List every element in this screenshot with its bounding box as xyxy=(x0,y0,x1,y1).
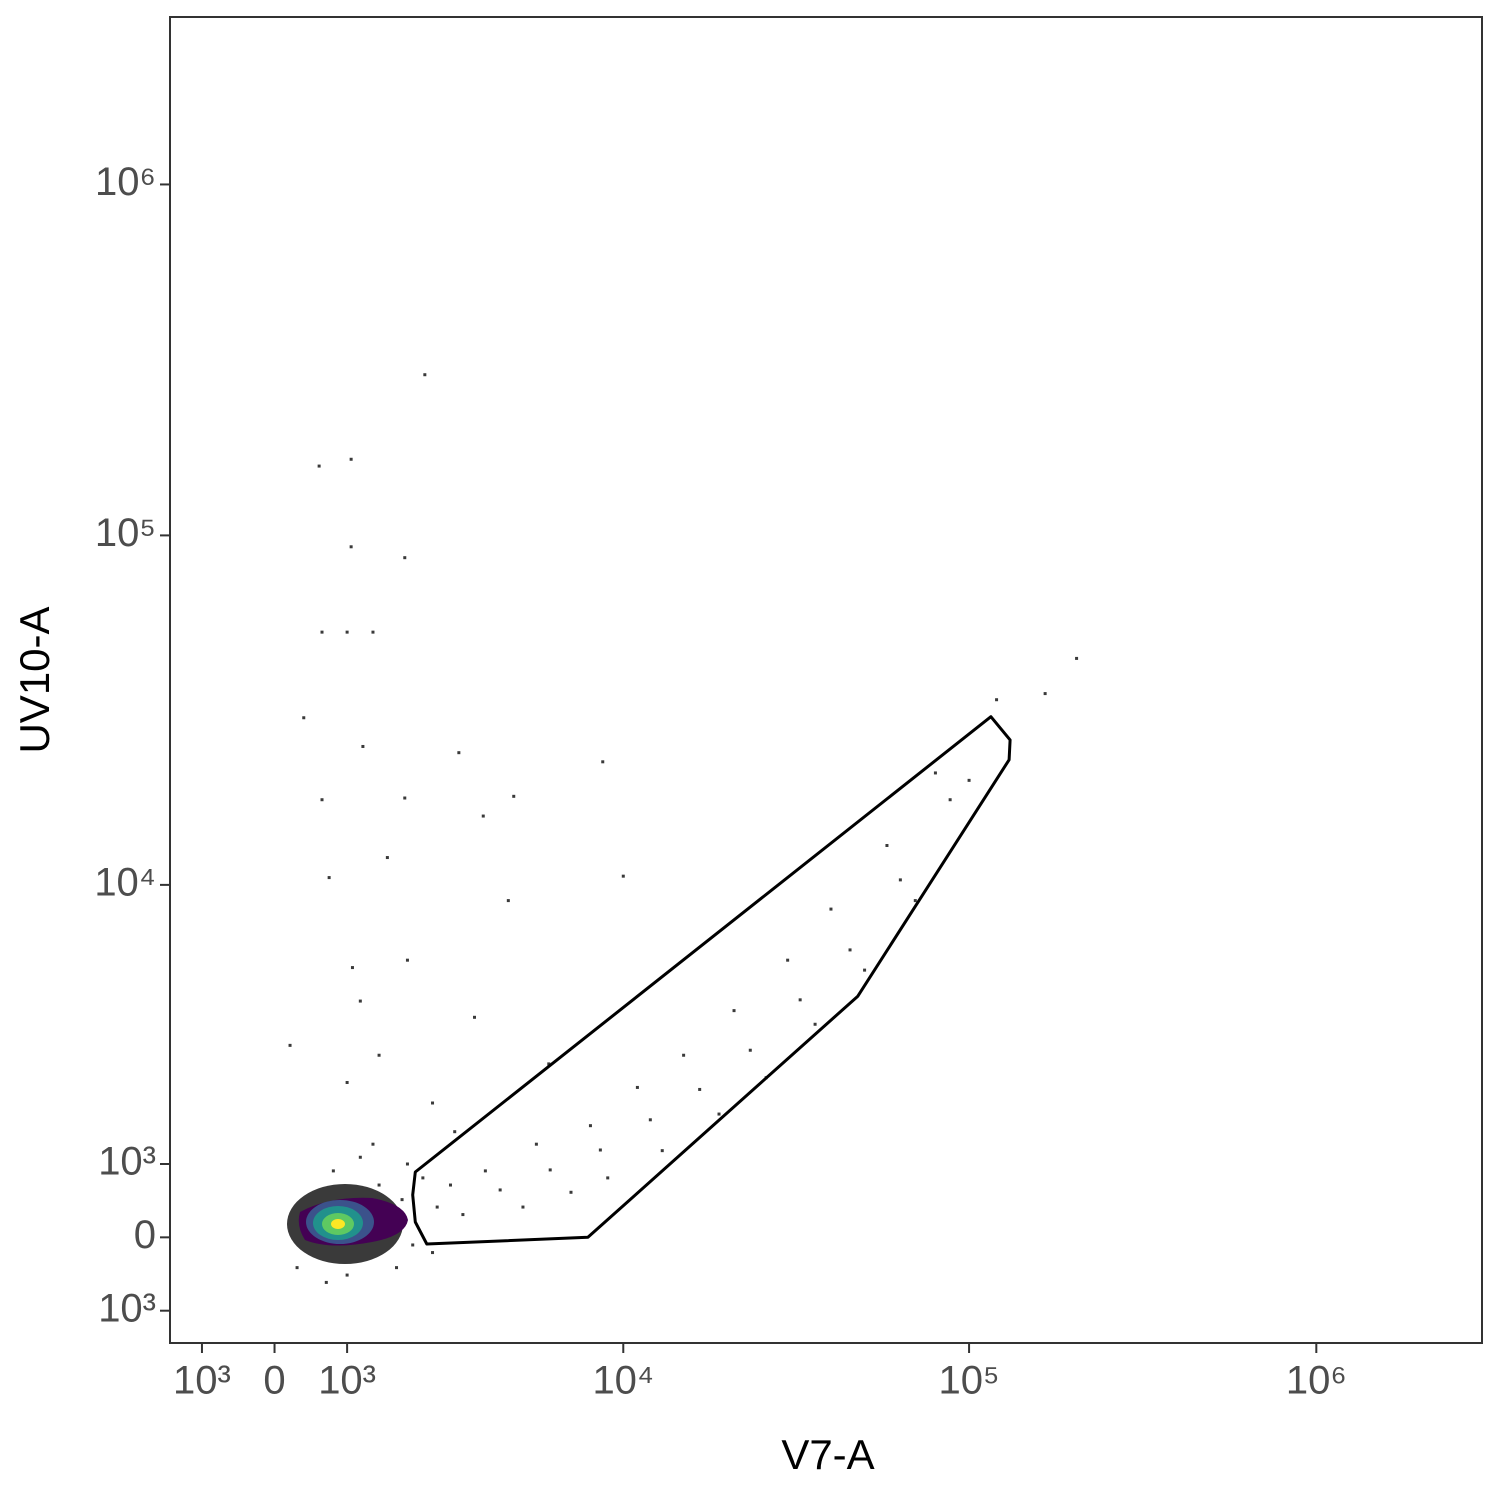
point xyxy=(885,843,889,847)
y-tick-label: 10⁶ xyxy=(95,160,156,204)
point xyxy=(400,1198,404,1202)
point xyxy=(621,874,625,878)
point xyxy=(534,1142,538,1146)
point xyxy=(345,630,349,634)
point xyxy=(461,1213,465,1217)
point xyxy=(302,716,306,720)
point xyxy=(1043,692,1047,696)
point xyxy=(377,1183,381,1187)
gate xyxy=(411,715,1012,1246)
point xyxy=(606,1176,610,1180)
point xyxy=(829,907,833,911)
point xyxy=(717,1112,721,1116)
plot-frame xyxy=(169,16,1483,1344)
point xyxy=(588,1124,592,1128)
point xyxy=(320,630,324,634)
point xyxy=(349,457,353,461)
point xyxy=(506,899,510,903)
point xyxy=(660,1149,664,1153)
point xyxy=(317,464,321,468)
point xyxy=(431,1101,435,1105)
point xyxy=(547,1062,551,1066)
point xyxy=(421,1176,425,1180)
y-axis-title: UV10-A xyxy=(11,606,58,753)
x-axis-title: V7-A xyxy=(781,1431,874,1478)
x-tick-label: 10⁴ xyxy=(592,1359,654,1403)
x-tick-label: 10⁶ xyxy=(1286,1359,1347,1403)
point xyxy=(648,1118,652,1122)
point xyxy=(331,1169,335,1173)
point xyxy=(288,1043,292,1047)
point xyxy=(345,1080,349,1084)
point xyxy=(913,899,917,903)
point xyxy=(967,778,971,782)
x-tick-label: 10⁵ xyxy=(939,1359,1000,1403)
point xyxy=(371,1142,375,1146)
point xyxy=(324,1280,328,1284)
point xyxy=(377,1053,381,1057)
point xyxy=(448,1183,452,1187)
point xyxy=(423,373,427,377)
point xyxy=(385,856,389,860)
point xyxy=(748,1048,752,1052)
point xyxy=(948,798,952,802)
point xyxy=(548,1168,552,1172)
point xyxy=(395,1266,399,1270)
point xyxy=(813,1022,817,1026)
point xyxy=(601,760,605,764)
y-tick-label: 10⁵ xyxy=(95,511,156,555)
y-tick-label: 10⁴ xyxy=(94,860,156,904)
point xyxy=(435,1205,439,1209)
point xyxy=(349,545,353,549)
point xyxy=(598,1148,602,1152)
point xyxy=(405,1162,409,1166)
y-tick-label: 10³ xyxy=(98,1140,156,1184)
point xyxy=(848,948,852,952)
point xyxy=(327,876,331,880)
point xyxy=(498,1188,502,1192)
y-tick-label: 0 xyxy=(134,1213,156,1257)
point xyxy=(682,1053,686,1057)
point xyxy=(995,698,999,702)
point xyxy=(933,771,937,775)
point xyxy=(403,796,407,800)
point xyxy=(521,1205,525,1209)
point xyxy=(635,1085,639,1089)
point xyxy=(472,1015,476,1019)
point xyxy=(512,794,516,798)
point xyxy=(295,1266,299,1270)
point xyxy=(863,968,867,972)
x-tick-label: 0 xyxy=(263,1359,285,1403)
point xyxy=(403,556,407,560)
point xyxy=(358,1155,362,1159)
point xyxy=(698,1087,702,1091)
x-tick-label: 10³ xyxy=(318,1359,376,1403)
point xyxy=(1075,656,1079,660)
x-tick-label: 10³ xyxy=(173,1359,231,1403)
point xyxy=(431,1251,435,1255)
point xyxy=(453,1130,457,1134)
point xyxy=(361,744,365,748)
y-tick-label: 10³ xyxy=(98,1286,156,1330)
point xyxy=(350,966,354,970)
point xyxy=(371,630,375,634)
point xyxy=(732,1009,736,1013)
point xyxy=(569,1190,573,1194)
point xyxy=(411,1243,415,1247)
point xyxy=(320,798,324,802)
contour xyxy=(331,1219,345,1229)
point xyxy=(457,751,461,755)
point xyxy=(786,958,790,962)
point xyxy=(481,814,485,818)
points-layer xyxy=(288,373,1079,1284)
density-contours xyxy=(287,1184,408,1264)
point xyxy=(798,998,802,1002)
point xyxy=(483,1169,487,1173)
point xyxy=(898,878,902,882)
point xyxy=(405,958,409,962)
point xyxy=(358,999,362,1003)
point xyxy=(345,1273,349,1277)
